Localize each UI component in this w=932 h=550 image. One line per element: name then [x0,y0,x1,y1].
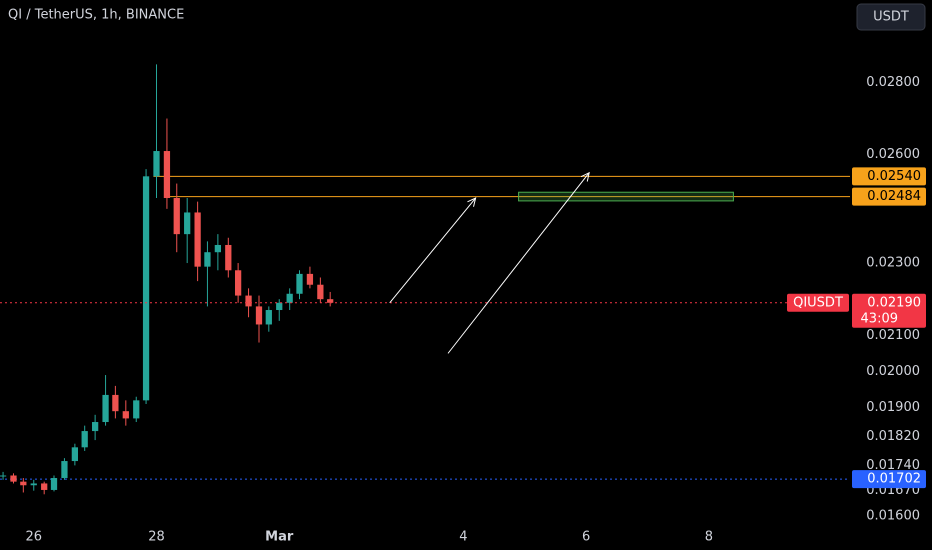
price-tag-label: 0.02540 [867,169,921,184]
target-zone [518,191,734,202]
candle-body [225,244,232,271]
y-tick-label: 0.01820 [866,429,920,444]
candle-body [234,270,242,296]
candle-body [102,394,109,423]
price-tag [852,167,926,186]
candle-body [61,461,68,479]
candle-body [41,483,48,490]
candle-body [20,481,27,486]
candle-body [184,212,191,235]
candle-body [255,306,263,325]
candle-body [122,411,129,419]
chart-title: QI / TetherUS, 1h, BINANCE [8,8,184,23]
candle-body [50,478,58,490]
candle-body [204,252,211,267]
candle-body [81,431,88,448]
candle-body [0,475,7,477]
candle-body [327,299,334,303]
x-tick-label: 26 [25,530,42,545]
candle-body [214,244,221,253]
price-tag [852,470,926,489]
arrow [447,172,590,354]
candle-body [91,422,99,432]
y-tick-label: 0.01740 [866,458,920,473]
x-tick-label: 4 [459,530,467,545]
x-tick-label: 6 [582,530,590,545]
last-price-tag [852,293,926,328]
x-tick-label: 28 [148,530,165,545]
candle-body [163,151,171,199]
last-price-label: 0.02190 [867,295,921,310]
candle-body [194,212,201,267]
y-tick-label: 0.02100 [866,328,920,343]
candle-body [10,475,17,482]
candle-body [173,198,180,235]
currency-button[interactable] [856,3,926,31]
symbol-tag [787,293,849,312]
price-tag-label: 0.01702 [867,472,921,487]
candle-body [265,310,272,325]
candle-body [317,284,324,300]
y-tick-label: 0.02600 [866,147,920,162]
arrow-head [580,171,590,182]
candle-body [71,447,79,462]
candle-body [245,295,252,307]
price-tag [852,187,926,206]
y-tick-label: 0.01600 [866,508,920,523]
y-tick-label: 0.02300 [866,256,920,271]
y-tick-label: 0.01900 [866,400,920,415]
x-tick-label: Mar [265,530,294,545]
countdown-label: 43:09 [861,311,898,326]
x-tick-label: 8 [705,530,713,545]
candle-body [133,400,140,419]
candle-body [276,302,283,311]
y-tick-label: 0.02800 [866,75,920,90]
candle-body [286,293,293,303]
currency-label[interactable]: USDT [873,10,909,25]
arrow-head [467,197,477,207]
symbol-tag-label: QIUSDT [793,295,843,310]
candle-body [112,394,119,412]
candle-body [306,273,314,285]
candle-body [296,273,303,294]
candle-body [153,151,160,177]
arrow [389,197,477,304]
price-tag-label: 0.02484 [867,189,921,204]
y-tick-label: 0.02000 [866,364,920,379]
candle-body [30,483,37,486]
candle-body [142,176,150,401]
